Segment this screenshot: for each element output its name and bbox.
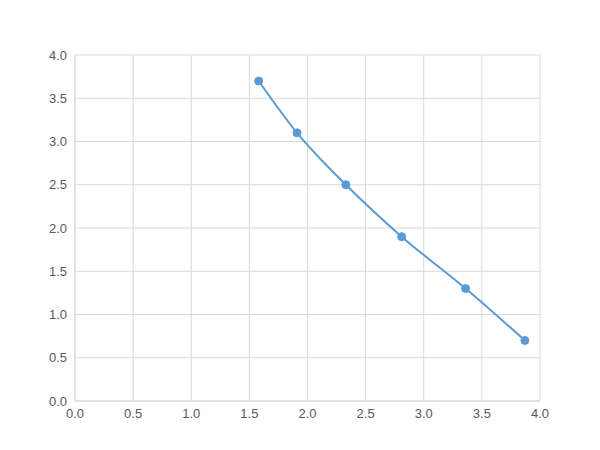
svg-text:2.0: 2.0 bbox=[49, 221, 67, 236]
svg-text:0.5: 0.5 bbox=[124, 406, 142, 421]
svg-text:0.5: 0.5 bbox=[49, 350, 67, 365]
svg-text:0.0: 0.0 bbox=[66, 406, 84, 421]
svg-text:4.0: 4.0 bbox=[531, 406, 549, 421]
svg-text:2.5: 2.5 bbox=[49, 177, 67, 192]
svg-text:2.0: 2.0 bbox=[298, 406, 316, 421]
svg-text:1.5: 1.5 bbox=[49, 264, 67, 279]
svg-text:3.5: 3.5 bbox=[49, 91, 67, 106]
svg-text:1.5: 1.5 bbox=[240, 406, 258, 421]
svg-text:1.0: 1.0 bbox=[182, 406, 200, 421]
svg-text:3.0: 3.0 bbox=[49, 134, 67, 149]
svg-text:3.0: 3.0 bbox=[415, 406, 433, 421]
svg-text:0.0: 0.0 bbox=[49, 394, 67, 409]
svg-text:3.5: 3.5 bbox=[473, 406, 491, 421]
svg-text:2.5: 2.5 bbox=[357, 406, 375, 421]
svg-text:4.0: 4.0 bbox=[49, 48, 67, 63]
svg-text:1.0: 1.0 bbox=[49, 307, 67, 322]
